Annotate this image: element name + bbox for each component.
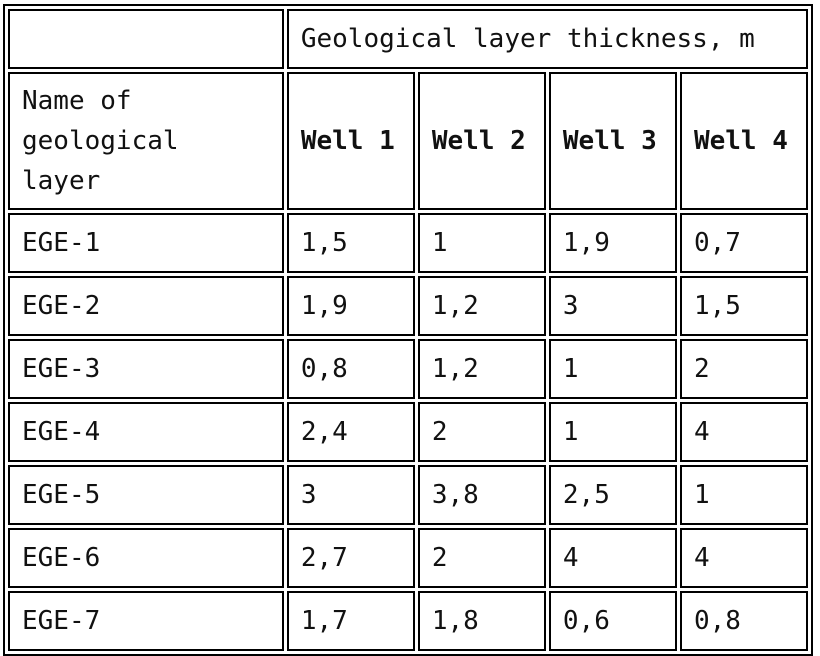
layer-name-cell: EGE-6 bbox=[8, 528, 284, 588]
table-row: EGE-1 1,5 1 1,9 0,7 bbox=[8, 213, 808, 273]
thickness-cell: 1,8 bbox=[417, 591, 546, 651]
thickness-cell: 1,2 bbox=[417, 339, 546, 399]
layer-name-cell: EGE-7 bbox=[8, 591, 284, 651]
thickness-cell: 2,7 bbox=[286, 528, 415, 588]
thickness-cell: 1,5 bbox=[679, 276, 808, 336]
layer-name-cell: EGE-3 bbox=[8, 339, 284, 399]
thickness-cell: 1 bbox=[679, 465, 808, 525]
thickness-cell: 3 bbox=[548, 276, 677, 336]
thickness-cell: 0,6 bbox=[548, 591, 677, 651]
table-row: EGE-3 0,8 1,2 1 2 bbox=[8, 339, 808, 399]
thickness-cell: 2,5 bbox=[548, 465, 677, 525]
table-row: EGE-4 2,4 2 1 4 bbox=[8, 402, 808, 462]
layer-name-cell: EGE-2 bbox=[8, 276, 284, 336]
thickness-cell: 0,8 bbox=[286, 339, 415, 399]
table-row: EGE-6 2,7 2 4 4 bbox=[8, 528, 808, 588]
empty-corner-cell bbox=[8, 9, 284, 69]
table-group-header-row: Geological layer thickness, m bbox=[8, 9, 808, 69]
table-row: EGE-7 1,7 1,8 0,6 0,8 bbox=[8, 591, 808, 651]
thickness-cell: 1,9 bbox=[286, 276, 415, 336]
thickness-cell: 1,9 bbox=[548, 213, 677, 273]
layer-name-cell: EGE-4 bbox=[8, 402, 284, 462]
table-row: EGE-5 3 3,8 2,5 1 bbox=[8, 465, 808, 525]
layer-name-header: Name of geological layer bbox=[8, 72, 284, 210]
thickness-cell: 0,7 bbox=[679, 213, 808, 273]
well-2-header: Well 2 bbox=[417, 72, 546, 210]
thickness-cell: 2 bbox=[417, 402, 546, 462]
thickness-cell: 2 bbox=[679, 339, 808, 399]
thickness-cell: 2 bbox=[417, 528, 546, 588]
geological-layer-table: Geological layer thickness, m Name of ge… bbox=[3, 4, 813, 656]
thickness-cell: 2,4 bbox=[286, 402, 415, 462]
thickness-cell: 4 bbox=[548, 528, 677, 588]
thickness-cell: 3 bbox=[286, 465, 415, 525]
thickness-cell: 1 bbox=[417, 213, 546, 273]
thickness-cell: 1,7 bbox=[286, 591, 415, 651]
thickness-cell: 3,8 bbox=[417, 465, 546, 525]
thickness-cell: 1 bbox=[548, 402, 677, 462]
well-4-header: Well 4 bbox=[679, 72, 808, 210]
group-header-cell: Geological layer thickness, m bbox=[286, 9, 808, 69]
well-1-header: Well 1 bbox=[286, 72, 415, 210]
layer-name-cell: EGE-5 bbox=[8, 465, 284, 525]
thickness-cell: 1,5 bbox=[286, 213, 415, 273]
thickness-cell: 4 bbox=[679, 402, 808, 462]
table-header-row: Name of geological layer Well 1 Well 2 W… bbox=[8, 72, 808, 210]
thickness-cell: 4 bbox=[679, 528, 808, 588]
well-3-header: Well 3 bbox=[548, 72, 677, 210]
table-row: EGE-2 1,9 1,2 3 1,5 bbox=[8, 276, 808, 336]
thickness-cell: 1 bbox=[548, 339, 677, 399]
thickness-cell: 0,8 bbox=[679, 591, 808, 651]
layer-name-cell: EGE-1 bbox=[8, 213, 284, 273]
thickness-cell: 1,2 bbox=[417, 276, 546, 336]
